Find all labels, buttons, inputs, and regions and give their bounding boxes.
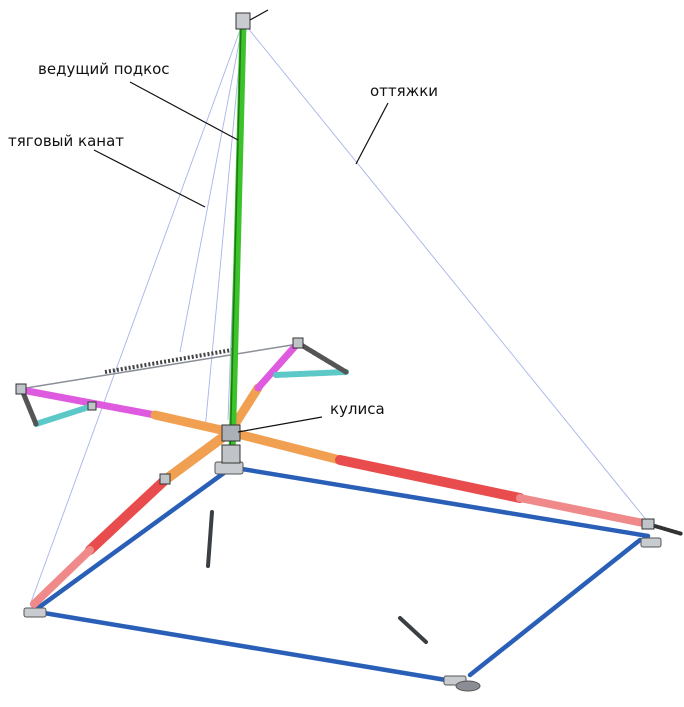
guy-line-left-inner	[204, 21, 244, 431]
insulator-right	[273, 369, 349, 378]
rope-back-segment	[19, 343, 299, 390]
rope-spring	[104, 348, 233, 374]
central-mast	[221, 9, 269, 464]
arm-back-magenta	[254, 339, 302, 392]
support-right	[640, 537, 662, 548]
guy-line-right	[242, 21, 653, 528]
base-supports	[23, 461, 662, 692]
leader-rocker	[237, 416, 323, 433]
label-guys: оттяжки	[370, 82, 438, 100]
loose-bar-1	[206, 510, 214, 568]
insulators	[19, 340, 349, 427]
arm-right-pink	[516, 494, 652, 528]
label-lead-strut: ведущий подкос	[38, 60, 170, 78]
cross-arms	[18, 339, 684, 608]
arm-front-pink	[30, 546, 94, 608]
leader-lines	[93, 81, 389, 433]
arm-right-red	[335, 455, 525, 503]
mast-base	[221, 444, 241, 464]
label-rocker: кулиса	[330, 400, 385, 418]
guy-line-left-mid	[179, 21, 244, 353]
guy-line-left-outer	[29, 21, 244, 606]
joint-front-mid	[159, 473, 171, 485]
frame-back-edge	[233, 465, 651, 539]
leader-guys	[355, 102, 389, 165]
mast-highlight	[229, 23, 242, 456]
insulator-left	[33, 403, 95, 427]
mast-head	[235, 12, 251, 30]
joint-left-mid	[87, 401, 97, 411]
leader-lead-strut	[129, 81, 239, 141]
loose-bar-2	[398, 616, 428, 644]
base-frame	[35, 465, 651, 683]
arm-left-orange	[150, 410, 235, 437]
joint-back-end	[292, 337, 304, 349]
ground-plate	[455, 680, 481, 692]
joint-left-end	[15, 383, 27, 395]
arm-front-red	[85, 475, 170, 555]
loose-parts	[206, 510, 428, 644]
frame-right-edge	[467, 537, 643, 678]
arm-right-orange	[225, 427, 345, 465]
arm-front-orange	[160, 427, 235, 485]
traction-rope	[19, 343, 299, 390]
lead-strut	[228, 20, 247, 459]
joints	[15, 337, 655, 530]
mast-head-pin	[249, 9, 269, 21]
frame-left-edge	[35, 467, 231, 611]
tie-left	[19, 387, 39, 427]
frame-front-edge	[35, 609, 449, 683]
joint-right-end	[641, 518, 655, 530]
label-traction-rope: тяговый канат	[8, 132, 124, 150]
support-center	[214, 461, 244, 475]
tie-right	[295, 340, 349, 375]
leader-traction-rope	[93, 149, 206, 208]
rocker-block	[221, 424, 241, 442]
support-left	[23, 607, 47, 618]
